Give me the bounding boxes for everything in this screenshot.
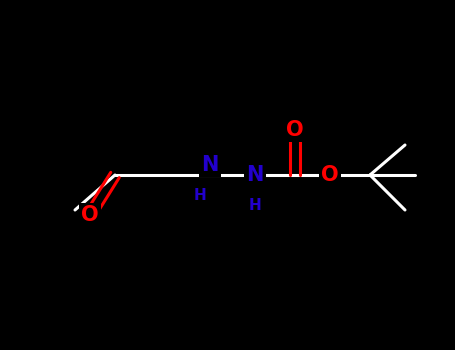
- Text: O: O: [286, 120, 304, 140]
- Text: H: H: [194, 188, 207, 203]
- Text: O: O: [81, 205, 99, 225]
- Text: O: O: [321, 165, 339, 185]
- Text: N: N: [246, 165, 264, 185]
- Text: H: H: [248, 197, 261, 212]
- Text: N: N: [201, 155, 219, 175]
